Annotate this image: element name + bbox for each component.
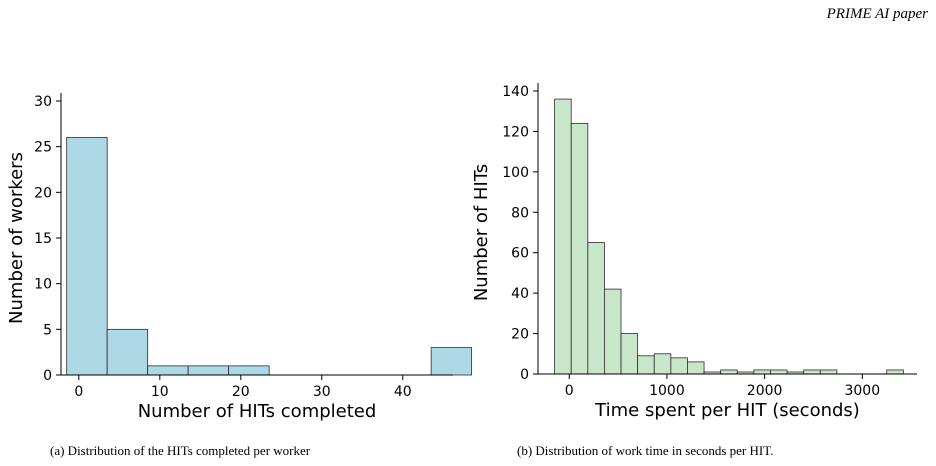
y-tick-label: 0 xyxy=(43,368,52,384)
histogram-bar xyxy=(720,369,738,375)
histogram-bar xyxy=(770,369,788,375)
y-tick-label: 20 xyxy=(511,327,529,343)
histogram-bar xyxy=(803,369,821,375)
histogram-bar xyxy=(587,242,605,375)
y-tick-label: 15 xyxy=(34,231,52,247)
y-axis-title: Number of HITs xyxy=(471,164,492,301)
histogram-hits-per-worker: 0 5 10 15 20 25 30 0 10 20 30 40 Number of HITs comp… xyxy=(6,93,473,422)
histogram-bar xyxy=(753,369,771,375)
histogram-bar xyxy=(637,355,655,375)
paper-header-tag: PRIME AI paper xyxy=(826,6,928,22)
y-tick-label: 25 xyxy=(34,140,52,156)
y-tick-label: 100 xyxy=(502,165,529,181)
y-axis-title: Number of workers xyxy=(6,152,27,324)
histogram-bar xyxy=(886,369,904,375)
histogram-bar xyxy=(570,122,589,375)
y-tick-label: 140 xyxy=(502,84,529,100)
x-tick-label: 0 xyxy=(565,383,574,399)
histogram-bar xyxy=(653,353,672,375)
x-tick-label: 0 xyxy=(74,384,83,400)
x-tick-label: 40 xyxy=(394,384,412,400)
y-tick-label: 80 xyxy=(511,205,529,221)
x-tick-label: 10 xyxy=(151,384,169,400)
x-tick-label: 30 xyxy=(313,384,331,400)
histogram-bar xyxy=(430,347,473,376)
histogram-bar xyxy=(620,333,639,375)
histogram-bar xyxy=(604,288,622,375)
histogram-bar xyxy=(687,361,705,375)
x-axis-title: Time spent per HIT (seconds) xyxy=(594,400,860,421)
x-tick-label: 1000 xyxy=(649,383,685,399)
y-tick-label: 20 xyxy=(34,185,52,201)
y-tick-label: 0 xyxy=(520,367,529,383)
histogram-bar xyxy=(819,369,838,375)
x-axis-title: Number of HITs completed xyxy=(138,401,377,422)
histogram-bar xyxy=(66,137,108,376)
caption-a: (a) Distribution of the HITs completed p… xyxy=(50,443,311,458)
x-tick-label: 2000 xyxy=(747,383,783,399)
histogram-bar xyxy=(554,98,572,375)
histogram-bar xyxy=(670,357,688,375)
y-tick-label: 10 xyxy=(34,277,52,293)
y-tick-label: 30 xyxy=(34,94,52,110)
y-tick-label: 120 xyxy=(502,124,529,140)
y-tick-label: 40 xyxy=(511,286,529,302)
x-tick-label: 3000 xyxy=(844,383,880,399)
caption-b: (b) Distribution of work time in seconds… xyxy=(517,443,774,458)
y-tick-label: 60 xyxy=(511,246,529,262)
y-tick-label: 5 xyxy=(43,322,52,338)
x-tick-label: 20 xyxy=(232,384,250,400)
